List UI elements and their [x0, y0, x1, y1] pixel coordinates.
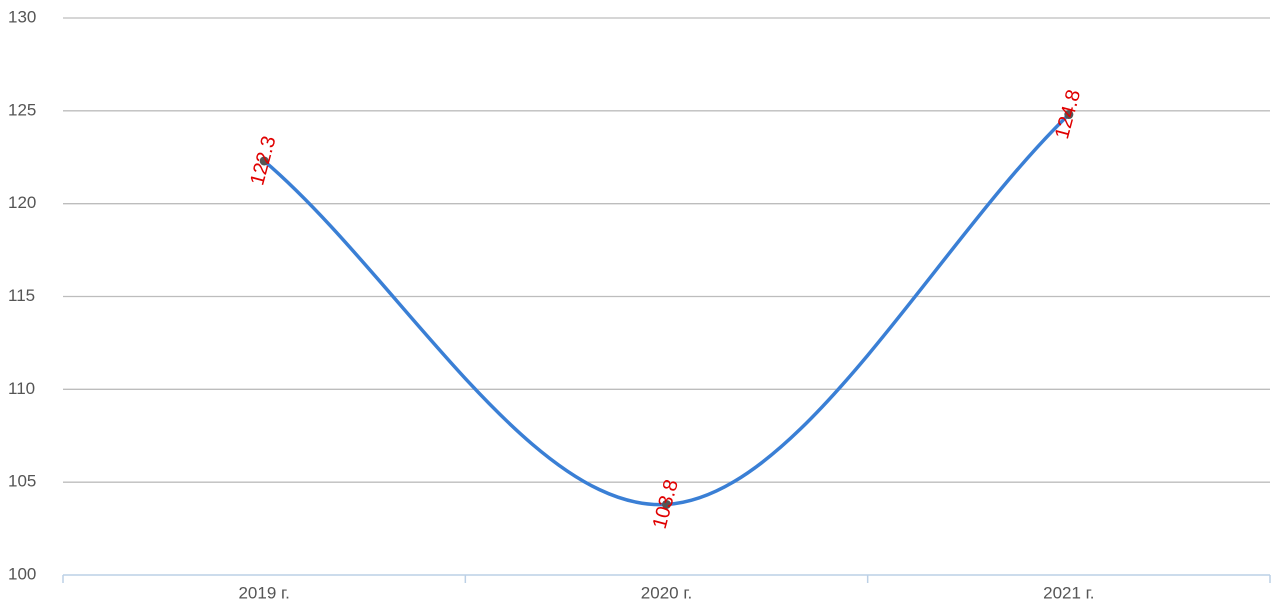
- data-label: 124.8: [1051, 87, 1085, 141]
- line: [263, 113, 1071, 507]
- y-tick-label: 105: [8, 472, 36, 491]
- point: [662, 499, 671, 509]
- data-label: 122.3: [246, 134, 280, 188]
- y-tick-label: 130: [8, 7, 36, 26]
- y-tick-label: 115: [8, 286, 35, 305]
- point: [259, 156, 269, 166]
- x-tick-label: 2020 г.: [641, 583, 692, 602]
- y-tick-label: 100: [8, 564, 36, 583]
- y-tick-label: 125: [8, 100, 36, 119]
- point: [1064, 110, 1074, 120]
- y-tick-label: 110: [8, 379, 35, 398]
- x-tick-label: 2021 г.: [1043, 583, 1094, 602]
- y-tick-label: 120: [8, 193, 36, 212]
- x-tick-label: 2019 г.: [238, 583, 289, 602]
